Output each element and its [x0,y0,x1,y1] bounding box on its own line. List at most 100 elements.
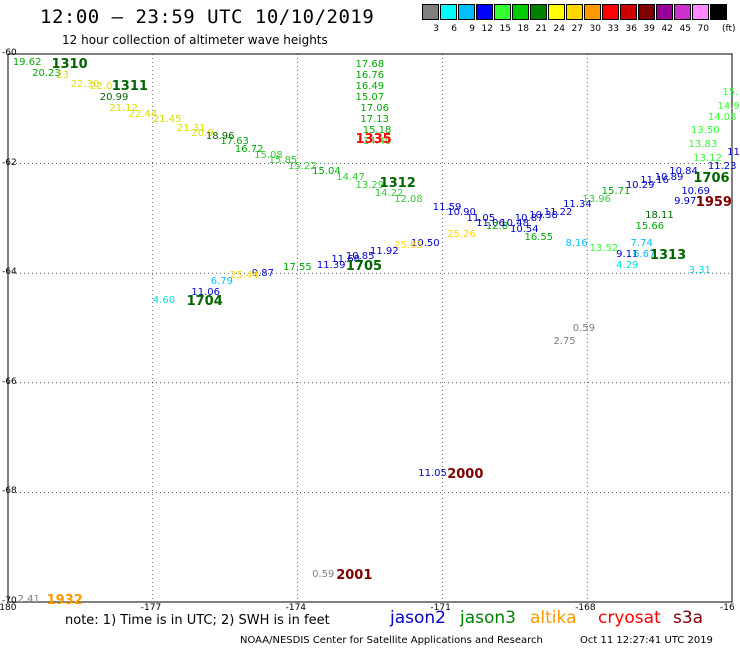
wave-height-value: 11.16 [640,174,669,186]
latitude-label: -62 [2,157,17,168]
wave-height-value: 9.97 [674,196,697,208]
legend-jason3: jason3 [460,608,516,628]
scale-swatch [548,4,565,20]
wave-height-value: 2.41 [17,593,40,605]
wave-height-value: 15. [722,86,739,98]
wave-height-value: 20.99 [99,92,129,104]
page-subtitle: 12 hour collection of altimeter wave hei… [62,33,328,47]
scale-label: 9 [469,24,475,34]
pass-time-label: 1312 [379,176,416,192]
wave-height-value: 22.30 [70,78,100,90]
wave-height-value: 10.85 [345,251,375,263]
wave-height-value: 10.38 [529,210,558,222]
wave-height-value: 13.96 [582,193,611,205]
page-title: 12:00 – 23:59 UTC 10/10/2019 [40,6,375,28]
latitude-label: -66 [2,376,17,387]
wave-height-value: 16.49 [355,81,385,93]
wave-height-value: 3.31 [688,264,711,276]
wave-height-value: 11.59 [432,201,462,213]
wave-height-value: 9.87 [251,267,274,279]
wave-height-value: 21.31 [176,122,206,134]
scale-swatch [602,4,619,20]
timestamp-text: Oct 11 12:27:41 UTC 2019 [580,635,713,646]
pass-time-label: 1959 [695,195,732,211]
map-frame [7,53,733,603]
wave-height-value: 7.74 [630,237,653,249]
wave-height-value: 15.07 [355,92,385,104]
wave-height-value: 9.11 [616,248,639,260]
wave-height-value: 15.22 [287,160,317,172]
wave-height-value: 18.11 [645,210,674,222]
wave-height-value: 11.06 [191,286,221,298]
longitude-label: -171 [430,603,451,613]
wave-height-value: 4.60 [152,295,176,307]
wave-height-value: 16.76 [355,70,385,82]
longitude-label: -174 [285,603,307,613]
scale-swatch [692,4,709,20]
pass-time-label: 1313 [649,247,687,263]
scale-swatch [512,4,529,20]
wave-height-value: 13.29 [355,180,385,192]
wave-height-value: 13.52 [589,243,619,255]
wave-height-value: 15.71 [601,185,631,197]
wave-height-value: 14.40 [362,136,392,148]
map-plot-area: -180 -177 -174 -171 -168 -16 -60 -62 -64 -66 -68 -7… [0,48,740,613]
wave-height-value: 11.05 [466,212,496,224]
longitude-label: -168 [575,603,596,613]
wave-height-value: 15.08 [254,149,283,161]
wave-height-value: 14.22 [374,188,404,200]
scale-swatch [638,4,655,20]
wave-height-value: 19.62 [12,56,42,68]
wave-height-value: 10.54 [509,223,539,235]
wave-height-value: 2.75 [553,336,576,348]
scale-swatch [530,4,547,20]
scale-swatch [458,4,475,20]
scale-label: 21 [535,24,547,34]
wave-height-value: 0.59 [572,322,595,334]
wave-height-value: 11.05 [418,467,447,479]
wave-height-value: 13.12 [693,152,723,164]
latitude-label: -70 [2,596,17,606]
wave-height-value: 13.50 [690,125,720,137]
wave-height-value: 25.44 [230,270,259,282]
wave-height-value: 4.29 [616,259,639,271]
wave-height-value: 6.79 [210,275,233,287]
wave-height-value: 20.9 [191,127,214,139]
legend-cryosat: cryosat [598,608,661,628]
pass-time-label: 1310 [51,57,88,73]
footer-note: note: 1) Time is in UTC; 2) SWH is in fe… [65,613,330,628]
scale-swatch [494,4,511,20]
scale-label: 18 [517,24,529,34]
scale-label: 39 [643,24,655,34]
wave-height-value: 11.22 [543,207,573,219]
scale-label: 27 [571,24,583,34]
wave-height-value: 0.59 [312,569,335,581]
wave-height-value: 22.0 [90,81,113,93]
longitude-label: -16 [720,603,735,613]
scale-label: 70 [697,24,709,34]
pass-time-label: 1706 [693,170,730,186]
wave-height-value: 11.06 [476,218,505,230]
wave-height-value: 6.67 [633,248,656,260]
scale-swatch [656,4,673,20]
wave-height-value: 12.08 [394,193,423,205]
wave-height-value: 10.29 [625,180,655,192]
wave-height-value: 17.63 [220,136,249,148]
wave-height-value: 15.04 [312,166,341,178]
wave-height-value: 17.06 [360,103,389,115]
wave-height-value: 16.55 [524,232,554,244]
wave-height-value: 11.39 [316,259,346,271]
wave-height-value: 22.44 [128,108,158,120]
scale-label: 33 [607,24,619,34]
scale-swatch [584,4,601,20]
wave-height-value: 8.16 [565,237,588,249]
pass-time-label: 1932 [46,592,83,608]
longitude-label: -180 [0,603,17,613]
pass-time-label: 2000 [447,466,484,482]
wave-height-value: 15.85 [268,155,298,167]
scale-label: 30 [589,24,601,34]
wave-height-value: 18.96 [205,130,235,142]
scale-swatch [620,4,637,20]
wave-height-value: 15.18 [362,125,392,137]
pass-time-label: 1311 [111,79,148,95]
